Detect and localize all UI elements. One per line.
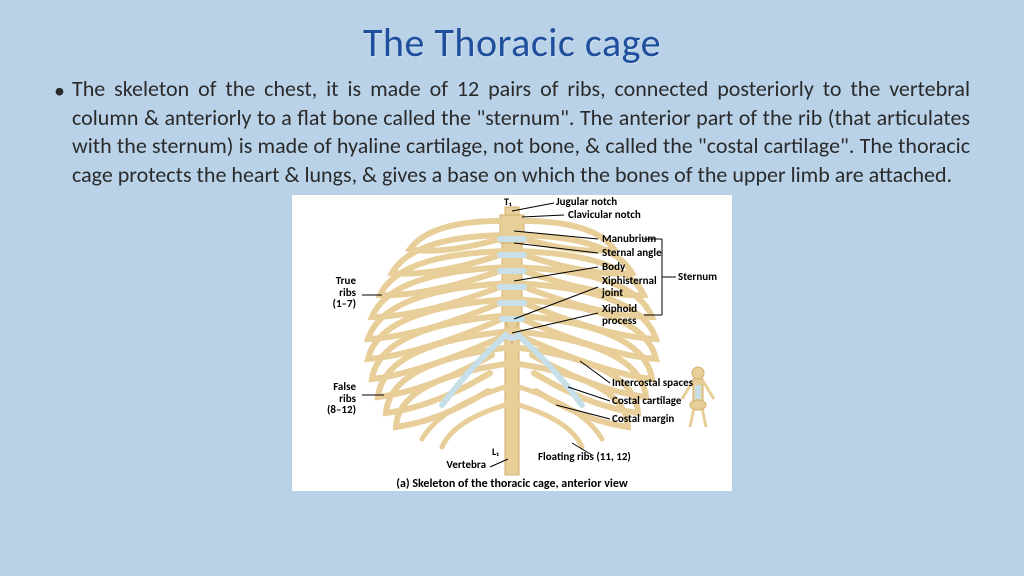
label-floating-ribs: Floating ribs (11, 12) bbox=[538, 451, 631, 463]
label-jugular-notch: Jugular notch bbox=[556, 196, 617, 208]
label-body: Body bbox=[602, 261, 625, 273]
label-xiphoid: Xiphoid process bbox=[602, 303, 637, 326]
label-l1: L₁ bbox=[492, 447, 499, 458]
body-text: • The skeleton of the chest, it is made … bbox=[48, 75, 976, 189]
label-costal-margin: Costal margin bbox=[612, 413, 674, 425]
label-vertebra: Vertebra bbox=[446, 459, 486, 471]
label-false-ribs: False ribs (8–12) bbox=[327, 381, 356, 416]
bullet-marker: • bbox=[54, 75, 72, 189]
label-true-ribs: True ribs (1–7) bbox=[333, 275, 356, 310]
label-costal-cartilage: Costal cartilage bbox=[612, 395, 681, 407]
label-sternal-angle: Sternal angle bbox=[602, 247, 662, 259]
label-manubrium: Manubrium bbox=[602, 233, 656, 245]
label-intercostal: Intercostal spaces bbox=[612, 377, 693, 389]
thoracic-cage-figure: Jugular notch Clavicular notch Manubrium… bbox=[292, 195, 732, 491]
bullet-text: The skeleton of the chest, it is made of… bbox=[72, 75, 970, 189]
bullet-item: • The skeleton of the chest, it is made … bbox=[54, 75, 970, 189]
label-clavicular-notch: Clavicular notch bbox=[568, 209, 641, 221]
slide-title: The Thoracic cage bbox=[48, 18, 976, 67]
label-xiphisternal: Xiphisternal joint bbox=[602, 275, 657, 298]
slide: The Thoracic cage • The skeleton of the … bbox=[0, 0, 1024, 576]
label-sternum: Sternum bbox=[678, 271, 717, 283]
figure-caption: (a) Skeleton of the thoracic cage, anter… bbox=[292, 477, 732, 491]
label-t1: T₁ bbox=[504, 197, 511, 208]
